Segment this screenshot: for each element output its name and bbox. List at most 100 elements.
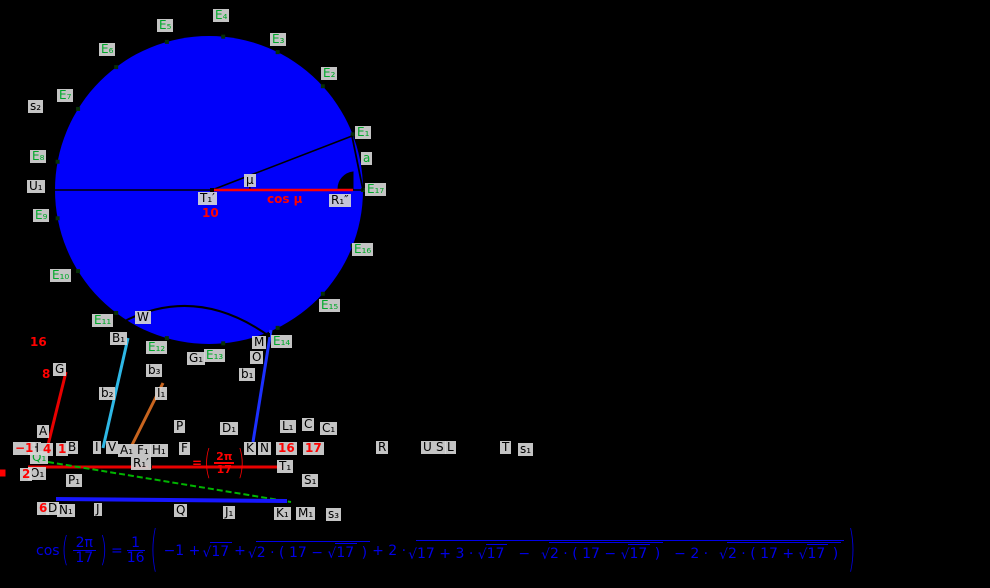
point-marker	[0, 469, 6, 477]
label-P: P	[174, 419, 186, 433]
vertex-dot-E4	[221, 34, 226, 39]
label-A₁: A₁	[118, 443, 136, 457]
formula-rparen: )	[99, 530, 107, 571]
label-b₂: b₂	[99, 386, 116, 400]
angle-eq-fraction: 2π 17	[214, 450, 235, 476]
sqrt-17: √17	[202, 541, 233, 561]
label-Q: Q	[174, 503, 188, 517]
label-U: U	[421, 440, 434, 454]
label-C: C	[302, 417, 315, 431]
label-E₃: E₃	[270, 32, 287, 46]
segment-D-K1-blue	[55, 497, 288, 503]
radius-T1-E1	[211, 135, 353, 191]
segment-Q1-green-dashed	[47, 461, 292, 503]
label-b₁: b₁	[239, 367, 256, 381]
vertex-dot-E14	[275, 325, 280, 330]
label-E₅: E₅	[157, 18, 174, 32]
label-N: N	[258, 441, 271, 455]
segment-b1	[251, 329, 273, 443]
formula-big-lparen: (	[150, 522, 158, 579]
label-H₁: H₁	[150, 443, 168, 457]
angle-equation: = ( 2π 17 )	[192, 443, 246, 483]
label-U₁: U₁	[27, 179, 45, 193]
angle-eq-equals: =	[192, 456, 203, 470]
angle-eq-lparen: (	[204, 443, 212, 483]
label-E₉: E₉	[33, 208, 50, 222]
label-O₁: O₁	[28, 466, 47, 480]
vertex-dot-E5	[164, 39, 169, 44]
label-G₁: G₁	[187, 351, 206, 365]
formula-angle-fraction: 2π 17	[72, 536, 96, 565]
label-I₁: I₁	[155, 386, 168, 400]
label-D₁: D₁	[220, 421, 239, 435]
side-a-E1-E17	[351, 135, 364, 191]
label-T₁: T₁	[277, 459, 294, 473]
angle-eq-denominator: 17	[216, 463, 232, 476]
label-E₁₃: E₁₃	[204, 348, 226, 362]
label-K₁: K₁	[274, 506, 291, 520]
formula-plus: +	[234, 542, 246, 559]
sqrt-2-17-minus-sqrt17: √2 · ( 17 − √17 )	[248, 540, 371, 562]
label-O: O	[250, 350, 264, 364]
segment-b2	[101, 337, 130, 449]
label-E₁₇: E₁₇	[365, 182, 387, 196]
vertex-dot-E15	[320, 291, 325, 296]
label-−1: −1	[13, 441, 36, 455]
label-E₁₂: E₁₂	[146, 340, 168, 354]
vertex-dot-E3	[275, 50, 280, 55]
label-L₁: L₁	[280, 419, 296, 433]
formula-coefficient: 1 16	[126, 535, 145, 566]
label-E₁₆: E₁₆	[352, 242, 374, 256]
label-M: M	[252, 335, 267, 349]
label-1: 1	[56, 442, 69, 456]
vertex-dot-E9	[55, 216, 60, 221]
label-W: W	[135, 310, 151, 324]
formula-term1: −1 +	[163, 542, 201, 559]
label-B₁: B₁	[110, 331, 128, 345]
label-16: 16	[276, 441, 297, 455]
label-R: R	[376, 440, 389, 454]
label-C₁: C₁	[320, 421, 338, 435]
label-b₃: b₃	[146, 363, 163, 377]
angle-eq-numerator: 2π	[214, 450, 235, 464]
label-M₁: M₁	[296, 506, 316, 520]
label-E₁: E₁	[355, 125, 372, 139]
label-J: J	[94, 502, 102, 516]
label-I: I	[93, 440, 101, 454]
label-E₇: E₇	[57, 88, 74, 102]
label-V: V	[106, 440, 119, 454]
vertex-dot-E8	[55, 159, 60, 164]
label-L: L	[445, 440, 456, 454]
label-a: a	[361, 151, 373, 165]
formula-plus-2: + 2 ·	[372, 542, 407, 559]
label-10: 10	[202, 206, 219, 220]
label-J₁: J₁	[223, 505, 236, 519]
label-E₆: E₆	[99, 42, 116, 56]
label-F₁: F₁	[135, 443, 151, 457]
vertex-dot-E11	[114, 310, 119, 315]
label-8: 8	[42, 367, 51, 381]
label-G: G	[53, 362, 67, 376]
vertex-dot-E10	[76, 269, 81, 274]
label-E₄: E₄	[213, 8, 230, 22]
label-2: 2	[20, 467, 33, 481]
vertex-dot-E13	[221, 341, 226, 346]
label-R₁″: R₁″	[329, 193, 351, 207]
label-N₁: N₁	[57, 503, 75, 517]
label-B: B	[66, 440, 79, 454]
formula-cos: cos	[36, 542, 60, 559]
vertex-dot-E12	[164, 336, 169, 341]
label-s₃: s₃	[326, 507, 342, 521]
label-E₂: E₂	[321, 66, 338, 80]
label-6: 6	[37, 501, 50, 515]
cos-2pi-17-formula: cos ( 2π 17 ) = 1 16 ( −1 + √17 + √2 · (…	[36, 522, 859, 579]
formula-lparen: (	[61, 530, 69, 571]
vertex-dot-E1	[350, 132, 355, 137]
vertex-dot-E7	[76, 106, 81, 111]
label-17: 17	[303, 441, 324, 455]
label-cos-μ: cos μ	[267, 192, 303, 206]
label-T: T	[500, 440, 512, 454]
label-K: K	[244, 441, 256, 455]
